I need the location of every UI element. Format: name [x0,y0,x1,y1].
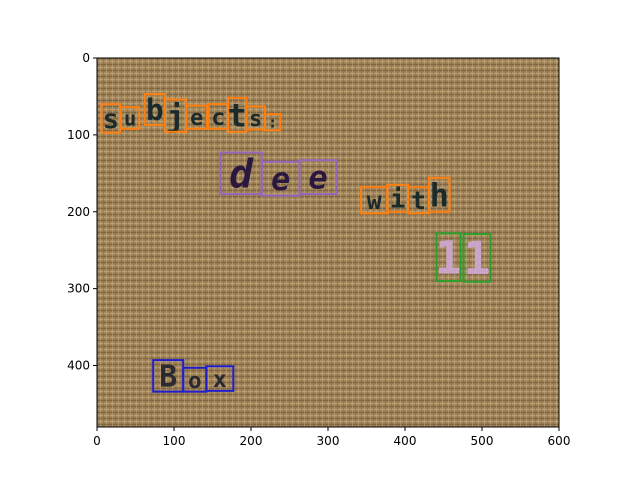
y-tick-label: 300 [67,282,90,296]
glyph-3-1: 1 [463,232,490,285]
glyph-0-0: s [103,104,119,135]
bbox-3-1 [462,233,492,283]
y-tick-label: 400 [67,359,90,373]
x-axis: 0 100 200 300 400 500 600 [93,427,570,448]
glyph-0-6: t [227,96,246,134]
x-tick-label: 400 [394,434,417,448]
glyph-0-3: j [166,100,184,135]
fabric-background [97,58,559,427]
x-tick-label: 200 [240,434,263,448]
y-tick-label: 0 [82,51,90,65]
y-tick-label: 100 [67,128,90,142]
x-tick-label: 600 [548,434,571,448]
y-tick-label: 200 [67,205,90,219]
x-tick-label: 500 [471,434,494,448]
x-tick-label: 100 [163,434,186,448]
glyph-0-4: e [190,106,203,131]
glyph-3-0: 1 [435,231,462,284]
glyph-1-1: e [271,160,290,198]
glyph-0-8: : [268,114,277,132]
plot-marks: s u b j e c t s:d e ew i t h1 1B o x [100,93,492,395]
glyph-0-5: c [211,103,225,131]
x-tick-label: 0 [93,434,101,448]
glyph-0-2: b [146,93,164,127]
bbox-0-8 [263,113,282,132]
glyph-0-1: u [124,106,136,130]
bbox-4-2 [205,365,235,392]
glyph-1-0: d [229,151,254,197]
glyph-2-2: t [411,186,426,215]
glyph-2-0: w [367,186,382,215]
bbox-0-4 [185,104,209,130]
glyph-4-0: B [159,360,177,395]
bbox-0-1 [119,106,141,130]
bbox-1-2 [298,159,338,196]
glyph-2-1: i [390,184,405,214]
bbox-3-0 [435,232,462,282]
glyph-4-2: x [213,365,227,393]
x-tick-label: 300 [317,434,340,448]
glyph-0-7: s [249,107,262,132]
y-axis: 0 100 200 300 400 [67,51,97,373]
glyph-4-1: o [188,368,202,394]
glyph-2-3: h [430,176,449,214]
glyph-1-2: e [308,159,327,197]
bbox-2-3 [427,176,451,213]
